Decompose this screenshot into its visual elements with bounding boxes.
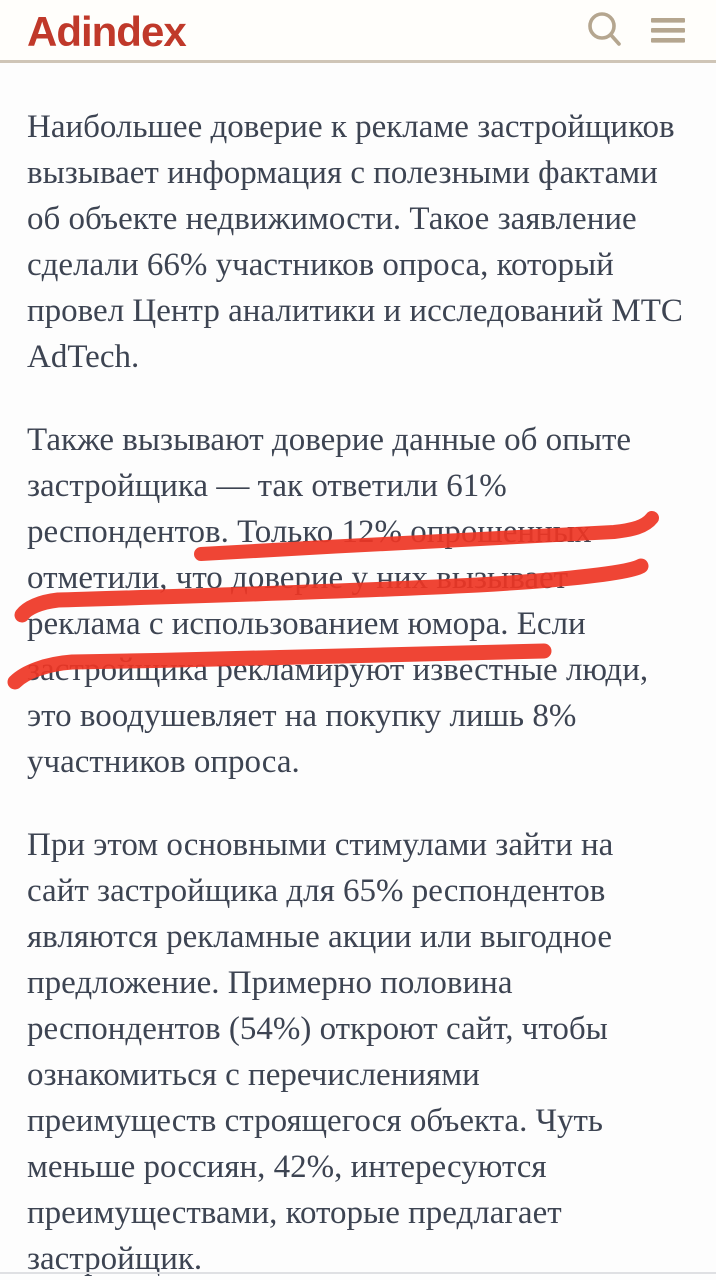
paragraph: Наибольшее доверие к рекламе застройщико… xyxy=(27,104,686,380)
hamburger-menu-icon xyxy=(651,18,685,43)
article-body: Наибольшее доверие к рекламе застройщико… xyxy=(0,63,716,1280)
search-icon xyxy=(588,12,621,46)
paragraph: Также вызывают доверие данные об опыте за… xyxy=(27,417,686,785)
text-line: преимуществами, которые предлагает xyxy=(27,1195,562,1231)
text-line: застройщик. xyxy=(27,1241,203,1277)
text-line: преимуществ строящегося объекта. Чуть xyxy=(27,1103,603,1139)
search-button[interactable] xyxy=(584,9,624,51)
text-line: предложение. Примерно половина xyxy=(27,965,513,1001)
site-logo[interactable]: Adindex xyxy=(27,8,187,55)
text-line: меньше россиян, 42%, интересуются xyxy=(27,1149,547,1185)
text-line: При этом основными стимулами зайти на xyxy=(27,827,614,863)
bottom-divider xyxy=(0,1272,716,1274)
header: Adindex xyxy=(0,0,716,60)
text-line: застройщика — так ответили 61% xyxy=(27,468,507,504)
menu-button[interactable] xyxy=(650,15,686,45)
text-line: об объекте недвижимости. Такое заявление xyxy=(27,201,637,237)
text-line: провел Центр аналитики и исследований МТ… xyxy=(27,293,683,329)
text-line: застройщика рекламируют известные люди, xyxy=(27,652,649,688)
text-line: реклама с использованием юмора. Если xyxy=(27,606,586,642)
text-line: AdTech. xyxy=(27,339,140,375)
paragraph: При этом основными стимулами зайти на сай… xyxy=(27,822,686,1280)
text-line: ознакомиться с перечислениями xyxy=(27,1057,480,1093)
text-line: респондентов (54%) откроют сайт, чтобы xyxy=(27,1011,608,1047)
text-line: это воодушевляет на покупку лишь 8% xyxy=(27,698,577,734)
text-line: сайт застройщика для 65% респондентов xyxy=(27,873,606,909)
text-line: вызывает информация с полезными фактами xyxy=(27,155,658,191)
text-line: Также вызывают доверие данные об опыте xyxy=(27,422,632,458)
text-line: респондентов. Только 12% опрошенных xyxy=(27,514,592,550)
text-line: являются рекламные акции или выгодное xyxy=(27,919,612,955)
text-line: сделали 66% участников опроса, который xyxy=(27,247,614,283)
header-icons xyxy=(584,9,686,51)
text-line: отметили, что доверие у них вызывает xyxy=(27,560,569,596)
text-line: участников опроса. xyxy=(27,744,300,780)
text-line: Наибольшее доверие к рекламе застройщико… xyxy=(27,109,675,145)
header-divider xyxy=(0,60,716,63)
